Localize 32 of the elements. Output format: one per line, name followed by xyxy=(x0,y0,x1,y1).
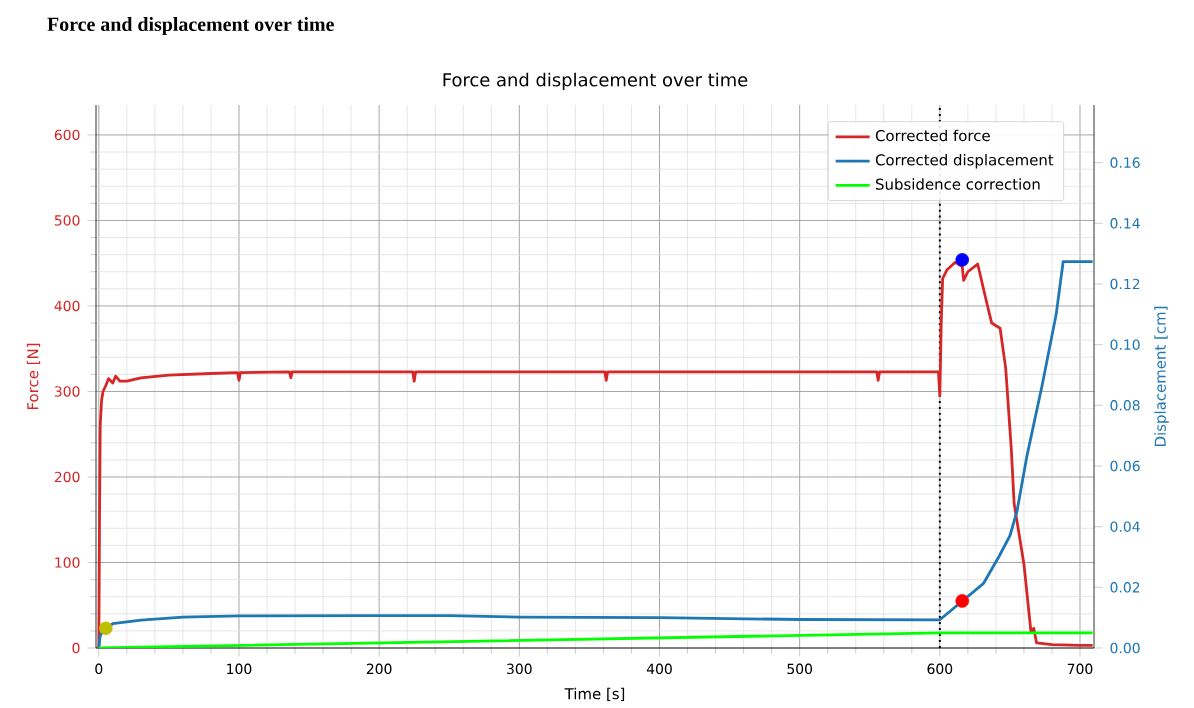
x-tick-label: 200 xyxy=(366,663,392,675)
y2-tick-label: 0.14 xyxy=(1110,218,1140,229)
legend-label: Subsidence correction xyxy=(876,178,1040,190)
y-axis-title: Force [N] xyxy=(26,343,41,410)
y-tick-label: 500 xyxy=(54,215,80,226)
y2-tick-label: 0.16 xyxy=(1110,157,1140,168)
x-tick-label: 100 xyxy=(227,663,252,675)
y2-tick-label: 0.10 xyxy=(1110,339,1140,350)
y-tick-label: 0 xyxy=(72,642,80,654)
x-tick-label: 0 xyxy=(95,663,103,675)
legend-label: Corrected force xyxy=(875,129,990,142)
x-tick-label: 300 xyxy=(507,663,532,675)
y2-tick-label: 0.08 xyxy=(1110,400,1140,411)
y-tick-label: 100 xyxy=(55,557,80,568)
y-tick-label: 200 xyxy=(54,471,80,483)
text: Force and displacement over time xyxy=(47,17,334,36)
y2-tick-label: 0.06 xyxy=(1110,460,1140,472)
y2-tick-label: 0.12 xyxy=(1110,278,1140,290)
x-tick-label: 500 xyxy=(787,663,813,675)
y-tick-label: 300 xyxy=(54,386,80,397)
y2-axis-title: Displacement [cm] xyxy=(1154,306,1169,446)
chart-title: Force and displacement over time xyxy=(443,72,748,90)
y2-tick-label: 0.04 xyxy=(1110,521,1140,532)
y-tick-label: 600 xyxy=(54,129,80,141)
x-tick-label: 400 xyxy=(646,663,672,675)
legend-label: Corrected displacement xyxy=(875,153,1054,169)
x-tick-label: 600 xyxy=(927,663,953,675)
y-tick-label: 400 xyxy=(54,300,80,312)
y2-tick-label: 0.00 xyxy=(1110,642,1140,654)
x-axis-title: Time [s] xyxy=(564,687,625,702)
x-tick-label: 700 xyxy=(1067,663,1093,675)
y2-tick-label: 0.02 xyxy=(1110,582,1140,593)
